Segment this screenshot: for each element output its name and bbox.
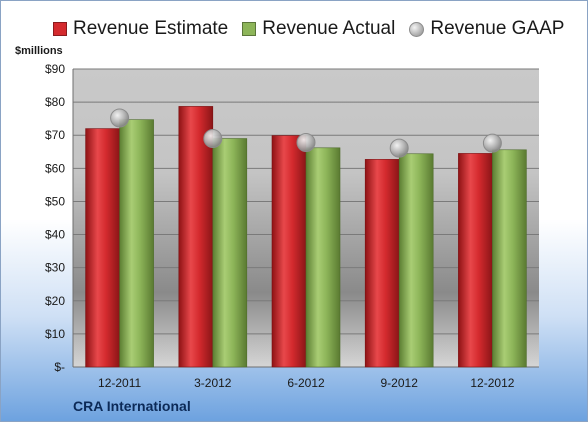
legend-swatch-estimate — [53, 22, 67, 36]
bar-revenue-actual — [305, 147, 341, 368]
y-tick-label: $90 — [45, 62, 65, 76]
y-tick-label: $30 — [45, 261, 65, 275]
company-name: CRA International — [73, 398, 191, 414]
bar-revenue-estimate — [458, 153, 493, 368]
y-tick-label: $40 — [45, 228, 65, 242]
bar-revenue-estimate — [271, 135, 307, 368]
y-tick-label: $60 — [45, 161, 65, 175]
marker-revenue-gaap — [110, 108, 130, 128]
bar-revenue-estimate — [85, 128, 120, 368]
bar-revenue-actual — [398, 153, 434, 368]
legend-label-estimate: Revenue Estimate — [73, 18, 229, 39]
legend-marker-gaap — [409, 21, 425, 37]
x-tick-label: 12-2012 — [470, 376, 514, 390]
bar-revenue-estimate — [178, 106, 214, 368]
y-tick-label: $20 — [45, 294, 65, 308]
y-tick-label: $10 — [45, 327, 65, 341]
y-tick-label: $70 — [45, 128, 65, 142]
y-tick-label: $50 — [45, 194, 65, 208]
legend-swatch-actual — [242, 22, 257, 36]
marker-revenue-gaap — [389, 138, 409, 158]
y-tick-label: $- — [54, 360, 65, 374]
marker-revenue-gaap — [203, 129, 223, 149]
x-tick-label: 9-2012 — [381, 376, 419, 390]
legend-item-estimate: Revenue Estimate — [53, 18, 228, 40]
legend-item-actual: Revenue Actual — [242, 18, 395, 40]
bar-revenue-actual — [119, 119, 154, 368]
bar-revenue-estimate — [364, 159, 400, 368]
marker-revenue-gaap — [482, 133, 502, 153]
legend-label-gaap: Revenue GAAP — [430, 18, 565, 39]
chart-legend: Revenue Estimate Revenue Actual Revenue … — [53, 17, 578, 41]
legend-item-gaap: Revenue GAAP — [409, 18, 564, 40]
bar-revenue-actual — [212, 138, 248, 368]
marker-revenue-gaap — [296, 133, 316, 153]
x-tick-label: 12-2011 — [98, 376, 141, 390]
y-tick-label: $80 — [45, 95, 65, 109]
y-axis-unit-label: $millions — [15, 45, 63, 57]
x-tick-label: 3-2012 — [194, 376, 232, 390]
bar-revenue-actual — [492, 149, 527, 368]
legend-label-actual: Revenue Actual — [262, 18, 396, 39]
x-tick-label: 6-2012 — [287, 376, 325, 390]
